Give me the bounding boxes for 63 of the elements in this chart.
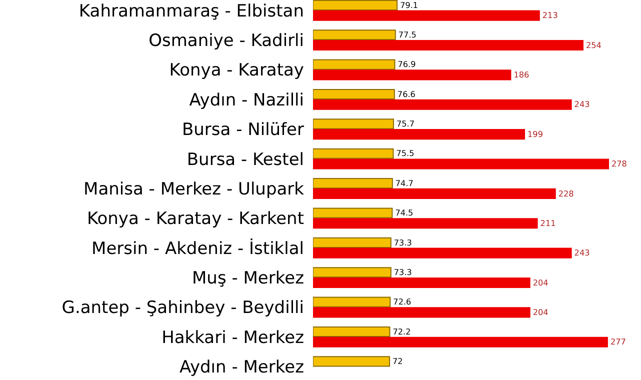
- bar: [313, 277, 530, 288]
- data-label: 213: [542, 10, 558, 20]
- bar: [313, 129, 526, 140]
- bar: [313, 30, 396, 40]
- y-tick-label: Kahramanmaraş - Elbistan: [78, 1, 304, 22]
- bar: [313, 118, 394, 130]
- bar: [313, 208, 393, 218]
- data-label: 204: [532, 277, 548, 288]
- bar: [313, 326, 390, 338]
- bar: [313, 267, 392, 278]
- data-label: 254: [586, 40, 602, 50]
- y-tick-label: Osmaniye - Kadirli: [148, 31, 304, 52]
- y-tick-label: Mersin - Akdeniz - İstiklal: [92, 238, 304, 259]
- bar: [313, 296, 391, 308]
- bar: [313, 10, 540, 21]
- bar: [313, 148, 394, 159]
- data-label: 73.3: [394, 266, 412, 277]
- bar: [313, 0, 398, 10]
- data-label: 243: [574, 248, 590, 258]
- data-label: 75.5: [396, 148, 414, 158]
- data-label: 73.3: [394, 237, 412, 248]
- data-label: 76.9: [398, 59, 416, 70]
- data-label: 211: [540, 218, 556, 228]
- bar: [313, 70, 512, 80]
- bar: [313, 40, 584, 51]
- y-tick-label: Manisa - Merkez - Ulupark: [84, 179, 304, 200]
- bar: [313, 218, 538, 229]
- data-label: 204: [532, 307, 548, 318]
- y-tick-label: Bursa - Kestel: [186, 150, 304, 170]
- bar: [313, 59, 396, 70]
- data-label: 228: [558, 188, 574, 198]
- y-tick-label: Bursa - Nilüfer: [182, 120, 304, 140]
- bar: [313, 248, 572, 258]
- data-label: 76.6: [397, 88, 416, 99]
- bar: [313, 178, 393, 189]
- bar: [313, 158, 609, 170]
- bar: [313, 336, 608, 348]
- data-label: 199: [528, 128, 543, 139]
- y-tick-label: Aydın - Merkez: [179, 358, 304, 378]
- data-label: 277: [610, 336, 626, 347]
- data-label: 79.1: [400, 0, 418, 10]
- data-label: 243: [574, 99, 590, 110]
- data-label: 75.7: [396, 118, 414, 129]
- bar: [313, 356, 390, 367]
- y-tick-label: Hakkari - Merkez: [162, 328, 304, 348]
- y-tick-label: Aydın - Nazilli: [189, 90, 304, 110]
- data-label: 72.2: [392, 326, 411, 336]
- bar: [313, 307, 530, 318]
- data-label: 72: [392, 356, 403, 366]
- data-label: 72.6: [393, 296, 412, 307]
- y-tick-label: Muş - Merkez: [192, 268, 304, 289]
- y-tick-label: G.antep - Şahinbey - Beydilli: [62, 298, 304, 318]
- data-label: 77.5: [398, 29, 416, 40]
- y-tick-label: Konya - Karatay: [169, 60, 304, 81]
- bar: [313, 88, 395, 100]
- data-label: 74.7: [395, 178, 414, 188]
- bar: [313, 188, 556, 199]
- bar: [313, 237, 392, 248]
- bar: [313, 99, 572, 110]
- data-label: 278: [612, 158, 627, 169]
- y-tick-label: Konya - Karatay - Karkent: [86, 209, 304, 230]
- data-label: 186: [514, 70, 530, 80]
- data-label: 74.5: [395, 208, 414, 218]
